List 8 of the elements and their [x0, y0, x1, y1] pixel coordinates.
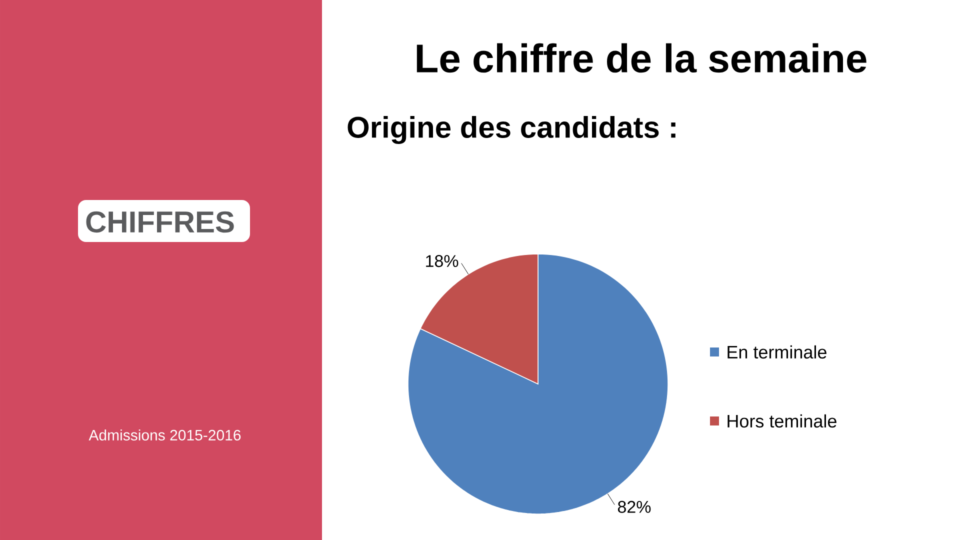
- chart-title: Le chiffre de la semaine: [416, 43, 866, 73]
- legend-label: Hors teminale: [728, 414, 836, 428]
- data-label: 82%: [618, 500, 651, 513]
- data-label: 18%: [426, 255, 458, 268]
- text: Admissions 2015-2016: [88, 429, 241, 440]
- text: CHIFFRES: [86, 211, 234, 233]
- legend-label: En terminale: [728, 345, 826, 359]
- chart-subtitle: Origine des candidats :: [348, 116, 676, 144]
